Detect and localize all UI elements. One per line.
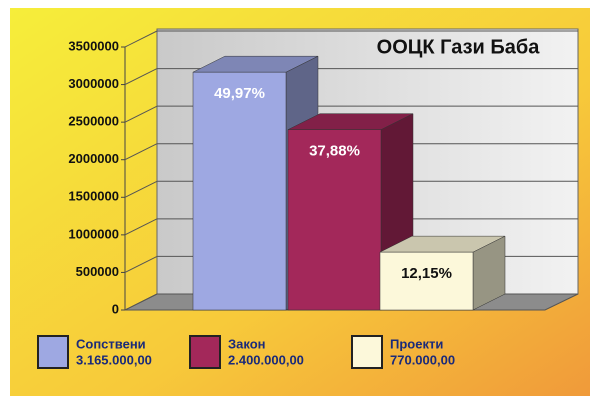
grid-line	[124, 255, 158, 273]
y-tick-label: 1500000	[68, 189, 119, 204]
legend-swatch	[351, 335, 383, 369]
grid-line	[124, 68, 158, 86]
legend-amount: 770.000,00	[390, 352, 455, 367]
y-tick-label: 3000000	[68, 76, 119, 91]
bar-annotation: 37,88%	[309, 143, 360, 160]
y-tick-label: 3500000	[68, 38, 119, 53]
legend-label: Закон	[228, 336, 266, 351]
grid-line	[124, 105, 158, 123]
bar-annotation: 12,15%	[401, 265, 452, 282]
legend-amount: 3.165.000,00	[76, 352, 152, 367]
y-tick-label: 0	[112, 301, 119, 316]
chart-title: ООЦК Гази Баба	[377, 36, 541, 58]
legend-swatch	[37, 335, 69, 369]
y-tick-label: 2500000	[68, 114, 119, 129]
bar	[287, 129, 382, 311]
legend-amount: 2.400.000,00	[228, 352, 304, 367]
grid-line	[124, 180, 158, 198]
legend-swatch	[189, 335, 221, 369]
y-tick-label: 500000	[76, 264, 119, 279]
bar-annotation: 49,97%	[214, 85, 265, 102]
legend-label: Сопствени	[76, 336, 146, 351]
grid-line	[124, 143, 158, 161]
y-tick-label: 1000000	[68, 226, 119, 241]
bar	[192, 71, 287, 311]
grid-line	[124, 30, 158, 48]
bar	[379, 251, 474, 311]
legend-label: Проекти	[390, 336, 443, 351]
y-tick-label: 2000000	[68, 151, 119, 166]
grid-line	[124, 218, 158, 236]
grid-line	[124, 293, 158, 311]
